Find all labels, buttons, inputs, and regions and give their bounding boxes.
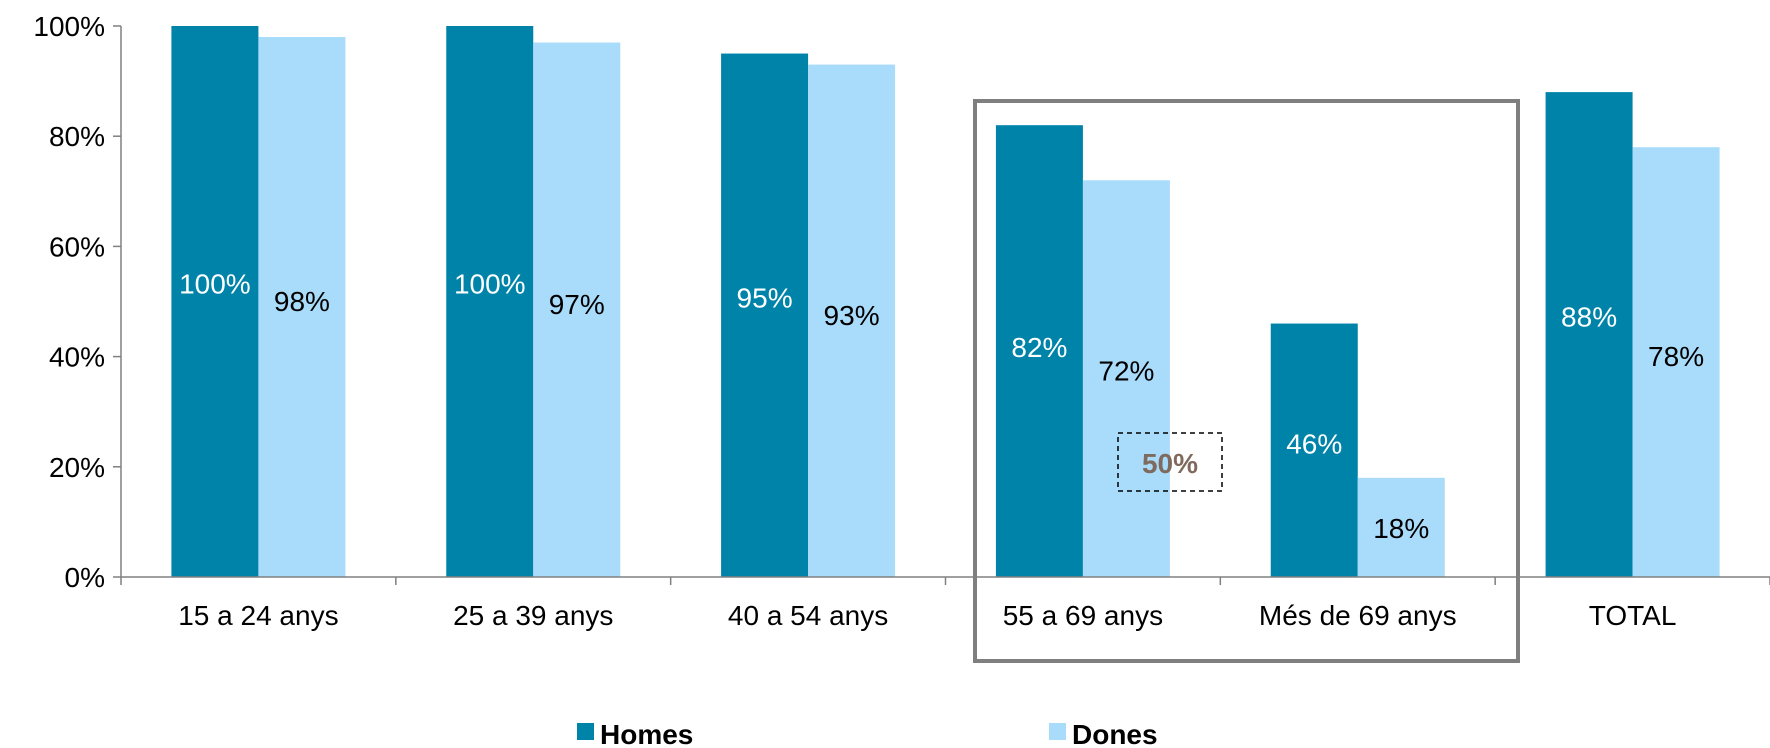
callout-label: 50% [1142,448,1198,479]
data-label-dones: 97% [549,289,605,320]
data-label-dones: 18% [1373,513,1429,544]
bar-homes [721,53,809,578]
x-axis: 15 a 24 anys 25 a 39 anys 40 a 54 anys 55 a… [120,576,1770,631]
highlight-box [973,99,1520,663]
x-category-label: TOTAL [1589,600,1677,631]
x-category-label: 15 a 24 anys [178,600,338,631]
x-category-label: 25 a 39 anys [453,600,613,631]
bar-dones [808,64,896,577]
legend-swatch-homes [577,723,594,740]
x-category-label: 55 a 69 anys [1003,600,1163,631]
data-label-homes: 46% [1286,429,1342,460]
bar-dones [1357,477,1445,577]
data-label-dones: 93% [824,300,880,331]
y-tick-label: 0% [65,562,105,593]
bar-dones [1082,180,1170,577]
data-label-dones: 78% [1648,341,1704,372]
y-axis: 0% 20% 40% 60% 80% 100% [33,11,122,593]
data-labels: 100% 100% 95% 82% 46% 88% 98% 97% 93% 72% 18% 78% [179,269,1704,544]
bar-homes [171,26,259,577]
bar-homes [1270,323,1358,577]
x-category-label: 40 a 54 anys [728,600,888,631]
y-tick-label: 20% [49,452,105,483]
bars [171,26,1720,578]
data-label-homes: 82% [1011,332,1067,363]
data-label-homes: 100% [454,269,526,300]
bar-homes [1545,92,1633,578]
y-tick-label: 60% [49,231,105,262]
y-tick-label: 100% [33,11,105,42]
bar-dones [1632,147,1720,577]
legend-label-dones: Dones [1072,719,1158,748]
bar-homes [995,125,1083,578]
data-label-dones: 72% [1098,355,1154,386]
x-category-label: Més de 69 anys [1259,600,1457,631]
data-label-dones: 98% [274,286,330,317]
bar-dones [258,37,346,577]
y-tick-label: 80% [49,121,105,152]
data-label-homes: 88% [1561,302,1617,333]
legend-swatch-dones [1049,723,1066,740]
bar-dones [533,42,621,577]
y-tick-label: 40% [49,342,105,373]
legend: Homes Dones [577,719,1158,748]
data-label-homes: 100% [179,269,251,300]
legend-label-homes: Homes [600,719,693,748]
data-label-homes: 95% [737,282,793,313]
bar-homes [446,26,534,577]
